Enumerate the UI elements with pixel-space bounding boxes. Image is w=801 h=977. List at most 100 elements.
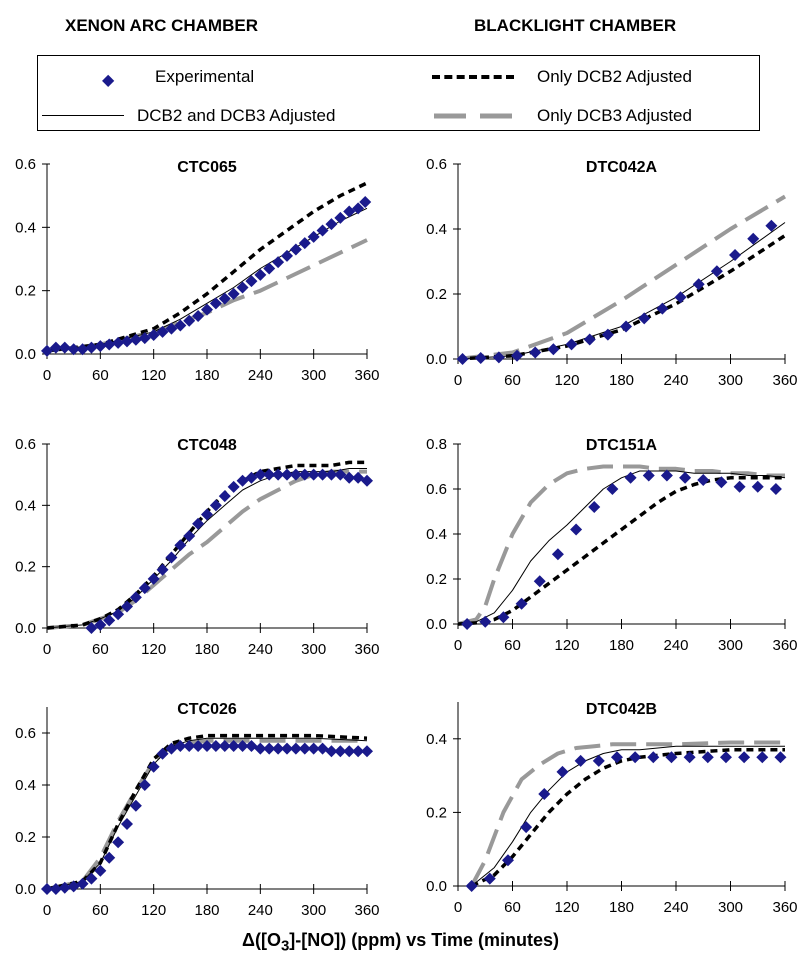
data-point-experimental (538, 788, 550, 800)
x-tick-label: 0 (454, 899, 462, 916)
y-tick-label: 0.2 (426, 571, 447, 588)
data-point-experimental (570, 524, 582, 536)
data-point-experimental (647, 751, 659, 763)
data-point-experimental (361, 745, 373, 757)
x-tick-label: 240 (663, 899, 688, 916)
y-tick-label: 0.4 (426, 731, 447, 748)
data-point-experimental (738, 751, 750, 763)
data-point-experimental (299, 237, 311, 249)
x-tick-label: 120 (141, 641, 166, 658)
data-point-experimental (734, 481, 746, 493)
data-point-experimental (697, 474, 709, 486)
data-point-experimental (547, 343, 559, 355)
y-tick-label: 0.6 (15, 725, 36, 742)
x-tick-label: 120 (554, 899, 579, 916)
data-point-experimental (165, 551, 177, 563)
x-tick-label: 360 (772, 899, 797, 916)
series-line-dcb2-dcb3 (458, 223, 785, 360)
data-point-experimental (245, 275, 257, 287)
y-tick-label: 0.6 (426, 156, 447, 173)
data-point-experimental (121, 818, 133, 830)
y-tick-label: 0.4 (15, 497, 36, 514)
x-tick-label: 120 (141, 902, 166, 919)
data-point-experimental (529, 347, 541, 359)
series-line-dcb3-only (458, 467, 785, 625)
data-point-experimental (334, 212, 346, 224)
x-tick-label: 300 (301, 641, 326, 658)
data-point-experimental (479, 616, 491, 628)
data-point-experimental (566, 338, 578, 350)
data-point-experimental (272, 256, 284, 268)
x-tick-label: 300 (718, 372, 743, 389)
x-tick-label: 120 (554, 372, 579, 389)
data-point-experimental (228, 481, 240, 493)
x-tick-label: 60 (92, 641, 109, 658)
x-tick-label: 120 (554, 637, 579, 654)
series-line-dcb2-only (472, 750, 785, 886)
data-point-experimental (317, 743, 329, 755)
data-point-experimental (729, 249, 741, 261)
series-line-dcb2-only (47, 462, 367, 628)
y-tick-label: 0.4 (15, 777, 36, 794)
x-tick-label: 240 (248, 367, 273, 384)
y-tick-label: 0.2 (426, 804, 447, 821)
x-tick-label: 0 (454, 372, 462, 389)
data-point-experimental (317, 225, 329, 237)
chart-title: DTC042B (586, 701, 657, 718)
data-point-experimental (765, 220, 777, 232)
data-point-experimental (606, 483, 618, 495)
x-tick-label: 60 (92, 367, 109, 384)
y-tick-label: 0.2 (426, 286, 447, 303)
y-tick-label: 0.0 (15, 881, 36, 898)
x-tick-label: 0 (454, 637, 462, 654)
x-tick-label: 180 (609, 637, 634, 654)
data-point-experimental (59, 342, 71, 354)
y-tick-label: 0.4 (426, 221, 447, 238)
data-point-experimental (308, 231, 320, 243)
data-point-experimental (747, 233, 759, 245)
x-tick-label: 300 (301, 367, 326, 384)
data-point-experimental (720, 751, 732, 763)
data-point-experimental (556, 766, 568, 778)
chart-title: CTC026 (177, 701, 237, 718)
x-tick-label: 0 (43, 902, 51, 919)
data-point-experimental (756, 751, 768, 763)
y-tick-label: 0.0 (426, 616, 447, 633)
series-line-dcb2-only (47, 183, 367, 351)
series-line-dcb3-only (47, 741, 367, 889)
y-tick-label: 0.2 (15, 559, 36, 576)
data-point-experimental (575, 755, 587, 767)
data-point-experimental (219, 490, 231, 502)
data-point-experimental (103, 339, 115, 351)
data-point-experimental (254, 269, 266, 281)
x-tick-label: 360 (354, 641, 379, 658)
y-tick-label: 0.4 (15, 219, 36, 236)
data-point-experimental (679, 472, 691, 484)
series-line-dcb2-dcb3 (472, 746, 785, 886)
data-point-experimental (112, 836, 124, 848)
data-point-experimental (263, 263, 275, 275)
x-tick-label: 60 (92, 902, 109, 919)
chart-title: DTC042A (586, 159, 658, 176)
x-tick-label: 180 (194, 367, 219, 384)
data-point-experimental (520, 821, 532, 833)
data-point-experimental (752, 481, 764, 493)
x-tick-label: 300 (718, 637, 743, 654)
data-point-experimental (475, 352, 487, 364)
x-tick-label: 180 (194, 641, 219, 658)
y-tick-label: 0.0 (426, 878, 447, 895)
x-tick-label: 180 (609, 899, 634, 916)
data-point-experimental (774, 751, 786, 763)
data-point-experimental (770, 483, 782, 495)
x-tick-label: 240 (248, 641, 273, 658)
series-line-dcb2-dcb3 (47, 469, 367, 629)
chart-title: DTC151A (586, 437, 658, 454)
series-line-dcb3-only (472, 743, 785, 887)
data-point-experimental (281, 250, 293, 262)
data-point-experimental (602, 329, 614, 341)
x-tick-label: 0 (43, 641, 51, 658)
y-tick-label: 0.8 (426, 436, 447, 453)
data-point-experimental (625, 472, 637, 484)
data-point-experimental (629, 751, 641, 763)
x-tick-label: 300 (301, 902, 326, 919)
